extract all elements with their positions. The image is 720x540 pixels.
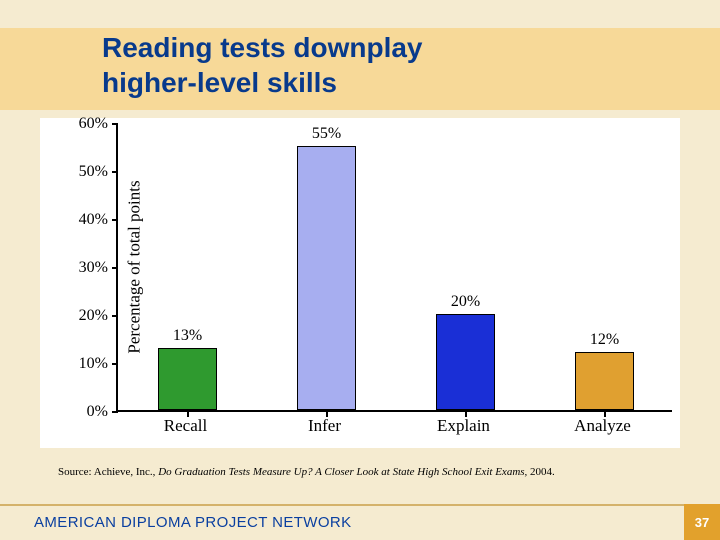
footer-text: AMERICAN DIPLOMA PROJECT NETWORK [34,514,352,531]
bar-value-label: 20% [437,293,493,311]
bar-value-label: 13% [159,327,215,345]
y-tick-label: 20% [64,307,108,325]
x-tick-label: Recall [164,416,207,436]
bar-recall: 13% [158,348,216,410]
x-tick-label: Infer [308,416,341,436]
y-tick [112,411,118,413]
bar-explain: 20% [436,314,494,410]
bars-container: 13% 55% 20% 12% [118,124,672,410]
source-prefix: Source: Achieve, Inc., [58,466,158,478]
y-tick-label: 30% [64,259,108,277]
x-tick-label: Explain [437,416,490,436]
bar-chart-plot: Percentage of total points 13%55%20%12% … [116,124,672,412]
y-tick [112,123,118,125]
y-tick [112,267,118,269]
footer: AMERICAN DIPLOMA PROJECT NETWORK 37 [0,504,720,540]
y-tick [112,171,118,173]
y-tick-label: 60% [64,115,108,133]
y-tick [112,219,118,221]
y-tick [112,363,118,365]
y-tick [112,315,118,317]
chart-area: Percentage of total points 13%55%20%12% … [40,118,680,448]
bar-infer: 55% [297,146,355,410]
bar-analyze: 12% [575,352,633,410]
y-tick-label: 10% [64,355,108,373]
bar-value-label: 12% [576,331,632,349]
bar-value-label: 55% [298,125,354,143]
source-citation: Source: Achieve, Inc., Do Graduation Tes… [58,466,555,478]
x-tick-label: Analyze [574,416,631,436]
slide-title: Reading tests downplay higher-level skil… [102,30,423,100]
page-number-badge: 37 [684,504,720,540]
source-suffix: 2004. [527,466,555,478]
y-tick-label: 50% [64,163,108,181]
y-tick-label: 0% [64,403,108,421]
y-tick-label: 40% [64,211,108,229]
source-italic: Do Graduation Tests Measure Up? A Closer… [158,466,527,478]
